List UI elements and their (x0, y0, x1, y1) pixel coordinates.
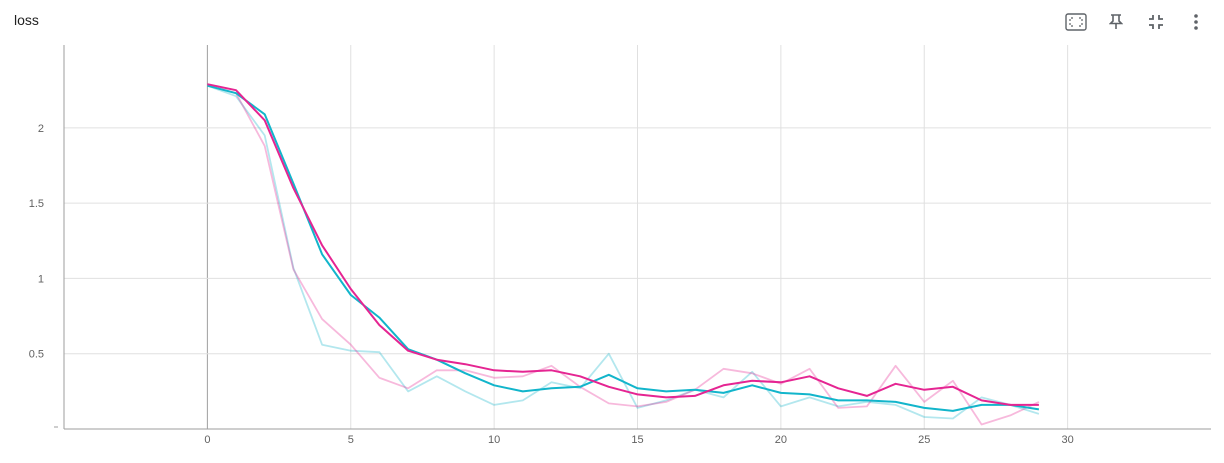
x-tick-label: 15 (631, 434, 643, 446)
x-tick-label: 5 (348, 434, 354, 446)
more-button[interactable] (1176, 10, 1216, 34)
x-tick-label: 10 (488, 434, 500, 446)
axes (54, 45, 1211, 430)
series-1-smoothed-line (207, 84, 1040, 412)
x-tick-label: 20 (775, 434, 787, 446)
series-1-raw-line (207, 84, 1040, 420)
fit-domain-button[interactable] (1056, 10, 1096, 34)
chart-toolbar (1056, 10, 1216, 34)
series-2-smoothed-line (207, 83, 1039, 406)
grid-lines (64, 45, 1211, 429)
collapse-button[interactable] (1136, 10, 1176, 34)
collapse-icon (1149, 15, 1163, 29)
y-tick-label: 1 (38, 273, 44, 285)
x-tick-label: 0 (204, 434, 210, 446)
more-vert-icon (1194, 14, 1198, 30)
y-tick-label: 2 (38, 123, 44, 135)
series-2-raw-line (207, 83, 1040, 426)
tick-labels: 0 5 10 15 20 25 30 0.5 1 1.5 2 (29, 123, 1074, 446)
x-tick-label: 30 (1062, 434, 1074, 446)
pin-icon (1109, 14, 1123, 29)
x-tick-label: 25 (918, 434, 930, 446)
pin-button[interactable] (1096, 10, 1136, 34)
chart-title: loss (14, 12, 39, 28)
series-lines (207, 83, 1040, 426)
y-tick-label: 0.5 (29, 349, 44, 361)
fit-domain-icon (1065, 13, 1087, 31)
y-tick-label: 1.5 (29, 198, 44, 210)
